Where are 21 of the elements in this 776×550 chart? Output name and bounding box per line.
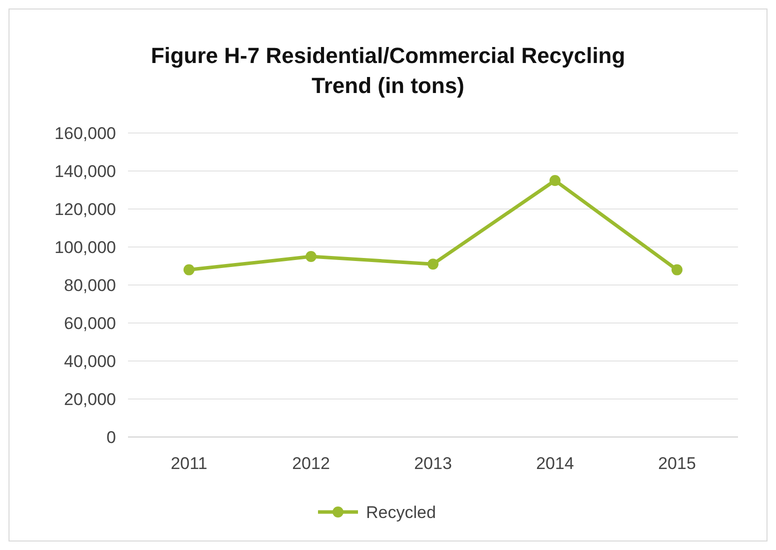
y-tick-label: 100,000 xyxy=(54,238,116,257)
y-tick-label: 120,000 xyxy=(54,200,116,219)
x-tick-label: 2015 xyxy=(658,454,696,473)
y-tick-label: 60,000 xyxy=(64,314,116,333)
x-tick-label: 2013 xyxy=(414,454,452,473)
y-tick-label: 0 xyxy=(106,428,116,447)
y-tick-label: 80,000 xyxy=(64,276,116,295)
y-tick-label: 140,000 xyxy=(54,162,116,181)
y-tick-label: 40,000 xyxy=(64,352,116,371)
point xyxy=(306,251,316,262)
y-tick-label: 20,000 xyxy=(64,390,116,409)
x-tick-label: 2011 xyxy=(170,454,208,473)
point xyxy=(672,264,682,276)
x-tick-label: 2012 xyxy=(292,454,330,473)
legend-label: Recycled xyxy=(366,502,436,522)
chart-title: Figure H-7 Residential/Commercial Recycling Trend (in tons) xyxy=(150,43,626,98)
y-tick-label: 160,000 xyxy=(54,124,116,143)
point xyxy=(428,258,438,270)
x-tick-label: 2014 xyxy=(536,454,574,473)
point xyxy=(184,264,194,276)
point xyxy=(550,175,560,186)
